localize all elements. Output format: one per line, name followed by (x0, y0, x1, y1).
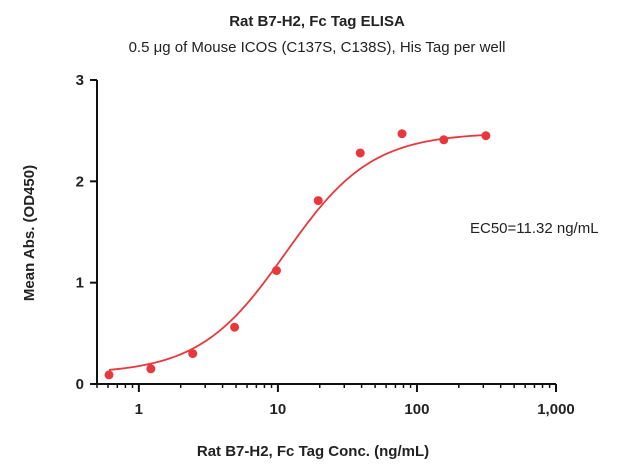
x-tick-label: 1,000 (537, 401, 575, 418)
data-point (355, 148, 365, 158)
data-point (271, 266, 281, 276)
data-point (146, 364, 156, 374)
data-point (481, 131, 491, 141)
x-tick-label: 10 (270, 401, 287, 418)
chart-title: Rat B7-H2, Fc Tag ELISA (229, 13, 405, 30)
y-axis-label: Mean Abs. (OD450) (21, 165, 38, 301)
data-point (104, 370, 114, 380)
fit-curve (108, 134, 486, 371)
plot-area: 0 1 2 3 1 10 100 1,000 (76, 72, 575, 418)
y-tick-label: 2 (76, 173, 84, 190)
x-axis-label: Rat B7-H2, Fc Tag Conc. (ng/mL) (197, 443, 429, 460)
data-point (313, 196, 323, 206)
data-point (230, 322, 240, 332)
y-tick-label: 3 (76, 72, 84, 89)
y-tick-label: 0 (76, 376, 84, 393)
chart-subtitle: 0.5 μg of Mouse ICOS (C137S, C138S), His… (129, 39, 506, 56)
data-point (188, 349, 198, 359)
data-point (439, 135, 449, 145)
data-point (397, 129, 407, 139)
y-tick-label: 1 (76, 275, 84, 292)
ec50-annotation: EC50=11.32 ng/mL (470, 220, 599, 237)
x-tick-label: 100 (404, 401, 429, 418)
x-tick-label: 1 (135, 401, 143, 418)
